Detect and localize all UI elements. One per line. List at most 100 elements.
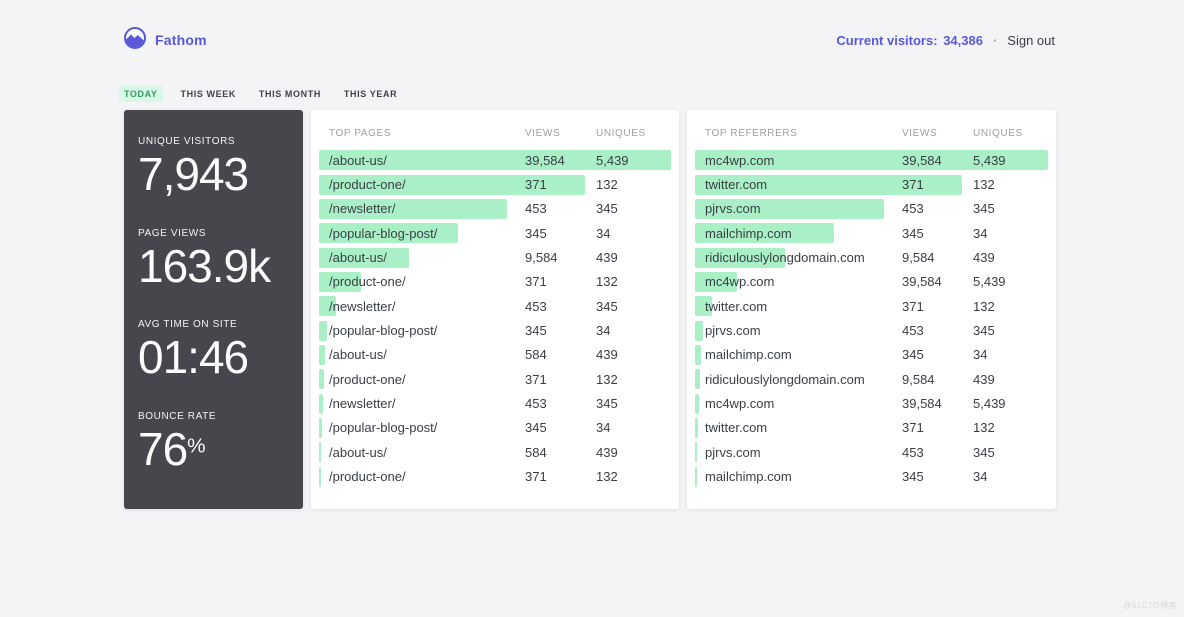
row-uniques: 345 bbox=[596, 201, 618, 217]
row-uniques: 132 bbox=[596, 177, 618, 193]
stat-value-suffix: % bbox=[187, 434, 206, 458]
value-bar bbox=[319, 174, 585, 195]
table-header-top-referrers: TOP REFERRERS VIEWS UNIQUES bbox=[695, 118, 1048, 148]
row-uniques: 5,439 bbox=[596, 152, 629, 168]
watermark: @51CTO博客 bbox=[1123, 601, 1177, 610]
column-header-views: VIEWS bbox=[902, 127, 938, 139]
row-name: mailchimp.com bbox=[705, 347, 792, 363]
row-views: 371 bbox=[902, 177, 924, 193]
table-row: /popular-blog-post/345 34 bbox=[319, 318, 671, 342]
separator-dot: · bbox=[992, 32, 998, 48]
row-views: 345 bbox=[902, 225, 924, 241]
row-uniques: 5,439 bbox=[973, 396, 1006, 412]
row-views: 39,584 bbox=[902, 274, 942, 290]
current-visitors-value: 34,386 bbox=[943, 32, 983, 48]
value-bar bbox=[695, 247, 785, 268]
table-row: mc4wp.com 39,584 5,439 bbox=[695, 148, 1048, 172]
tab-this-week[interactable]: THIS WEEK bbox=[176, 86, 241, 102]
row-uniques: 439 bbox=[596, 347, 618, 363]
row-name: /product-one/ bbox=[329, 177, 406, 193]
stat-label: AVG TIME ON SITE bbox=[138, 319, 238, 331]
row-views: 345 bbox=[902, 469, 924, 485]
row-name: mailchimp.com bbox=[705, 469, 792, 485]
brand[interactable]: Fathom bbox=[124, 26, 207, 54]
table-row: /about-us/39,584 5,439 bbox=[319, 148, 671, 172]
value-bar bbox=[319, 271, 362, 292]
value-bar bbox=[319, 150, 671, 171]
dashboard-content: UNIQUE VISITORS 7,943 PAGE VIEWS 163.9k AVG … bbox=[124, 110, 1056, 509]
row-views: 9,584 bbox=[902, 371, 935, 387]
row-name: mc4wp.com bbox=[705, 152, 775, 168]
value-bar bbox=[695, 320, 704, 341]
row-views: 453 bbox=[525, 201, 547, 217]
stat-value: 163.9k bbox=[138, 239, 271, 292]
row-uniques: 345 bbox=[596, 298, 618, 314]
row-name: /newsletter/ bbox=[329, 396, 396, 412]
value-bar bbox=[319, 369, 324, 390]
value-bar bbox=[695, 271, 738, 292]
table-row: pjrvs.com 453 345 bbox=[695, 197, 1048, 221]
table-row: mailchimp.com 345 34 bbox=[695, 343, 1048, 367]
row-views: 584 bbox=[525, 444, 547, 460]
value-bar bbox=[695, 369, 700, 390]
column-header-uniques: UNIQUES bbox=[596, 127, 646, 139]
row-uniques: 345 bbox=[973, 323, 995, 339]
row-name: twitter.com bbox=[705, 298, 768, 314]
table-row: mc4wp.com 39,584 5,439 bbox=[695, 270, 1048, 294]
value-bar bbox=[695, 442, 698, 463]
row-name: /product-one/ bbox=[329, 469, 406, 485]
stat-value: 01:46 bbox=[138, 331, 249, 384]
row-views: 453 bbox=[902, 323, 924, 339]
table-row: mailchimp.com 345 34 bbox=[695, 221, 1048, 245]
row-uniques: 345 bbox=[596, 396, 618, 412]
row-name: /about-us/ bbox=[329, 250, 387, 266]
column-header-title: TOP PAGES bbox=[329, 127, 392, 139]
row-views: 39,584 bbox=[902, 152, 942, 168]
column-header-uniques: UNIQUES bbox=[973, 127, 1023, 139]
row-name: /popular-blog-post/ bbox=[329, 420, 438, 436]
table-row: ridiculouslylongdomain.com 9,584 439 bbox=[695, 367, 1048, 391]
value-bar bbox=[319, 393, 323, 414]
stat-page-views: PAGE VIEWS 163.9k bbox=[138, 228, 289, 292]
value-bar bbox=[695, 344, 702, 365]
row-name: pjrvs.com bbox=[705, 444, 761, 460]
row-name: pjrvs.com bbox=[705, 201, 761, 217]
table-row: /product-one/371 132 bbox=[319, 367, 671, 391]
row-uniques: 439 bbox=[596, 250, 618, 266]
tab-this-year[interactable]: THIS YEAR bbox=[339, 86, 402, 102]
page: Fathom Current visitors: 34,386 · Sign o… bbox=[119, 0, 1056, 509]
tab-this-month[interactable]: THIS MONTH bbox=[254, 86, 326, 102]
row-views: 345 bbox=[525, 225, 547, 241]
row-uniques: 34 bbox=[973, 469, 988, 485]
stat-avg-time-on-site: AVG TIME ON SITE 01:46 bbox=[138, 319, 289, 383]
row-uniques: 5,439 bbox=[973, 274, 1006, 290]
stat-label: BOUNCE RATE bbox=[138, 411, 217, 423]
table-row: /product-one/371 132 bbox=[319, 172, 671, 196]
sign-out-link[interactable]: Sign out bbox=[1007, 32, 1055, 48]
row-views: 39,584 bbox=[525, 152, 565, 168]
value-bar bbox=[319, 466, 321, 487]
row-uniques: 132 bbox=[596, 371, 618, 387]
row-uniques: 34 bbox=[596, 225, 611, 241]
value-bar bbox=[319, 223, 459, 244]
table-row: twitter.com 371 132 bbox=[695, 172, 1048, 196]
row-name: twitter.com bbox=[705, 420, 768, 436]
stat-unique-visitors: UNIQUE VISITORS 7,943 bbox=[138, 136, 289, 200]
top-pages-card: TOP PAGES VIEWS UNIQUES/about-us/39,584 5,4… bbox=[311, 110, 679, 509]
table-row: /about-us/584 439 bbox=[319, 440, 671, 464]
table-row: ridiculouslylongdomain.com 9,584 439 bbox=[695, 245, 1048, 269]
row-name: /product-one/ bbox=[329, 371, 406, 387]
row-uniques: 34 bbox=[596, 420, 611, 436]
tab-today[interactable]: TODAY bbox=[119, 86, 163, 102]
row-name: /product-one/ bbox=[329, 274, 406, 290]
row-name: ridiculouslylongdomain.com bbox=[705, 371, 865, 387]
row-name: pjrvs.com bbox=[705, 323, 761, 339]
current-visitors-link[interactable]: Current visitors: 34,386 bbox=[836, 33, 983, 48]
value-bar bbox=[695, 296, 712, 317]
row-name: /popular-blog-post/ bbox=[329, 323, 438, 339]
header: Fathom Current visitors: 34,386 · Sign o… bbox=[124, 0, 1055, 80]
row-name: /about-us/ bbox=[329, 347, 387, 363]
table-row: /about-us/9,584 439 bbox=[319, 245, 671, 269]
row-uniques: 132 bbox=[973, 298, 995, 314]
row-name: twitter.com bbox=[705, 177, 768, 193]
